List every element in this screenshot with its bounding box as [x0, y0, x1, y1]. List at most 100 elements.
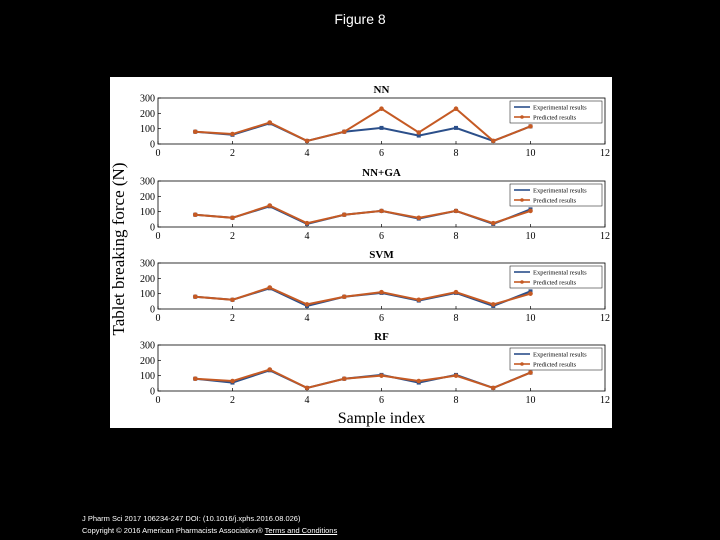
point-predicted [416, 215, 422, 221]
point-predicted [267, 285, 273, 290]
y-tick-label: 200 [140, 274, 155, 285]
point-experimental [454, 125, 458, 130]
legend-label: Experimental results [533, 105, 587, 112]
point-predicted [230, 297, 235, 303]
point-predicted [341, 376, 347, 382]
point-predicted [416, 130, 422, 135]
x-tick-label: 10 [526, 395, 536, 406]
y-tick-label: 100 [140, 207, 155, 218]
y-tick-label: 300 [140, 94, 155, 105]
x-tick-label: 6 [379, 231, 384, 242]
point-predicted [230, 131, 235, 137]
series-line-experimental [195, 205, 531, 225]
point-predicted [528, 124, 533, 129]
x-tick-label: 0 [156, 148, 161, 159]
legend-box [509, 347, 603, 371]
y-tick-label: 0 [150, 387, 155, 398]
point-predicted [230, 378, 235, 384]
point-predicted [453, 289, 459, 295]
y-tick-label: 0 [150, 223, 155, 234]
x-tick-label: 2 [230, 313, 235, 324]
point-experimental [379, 125, 384, 130]
y-tick-label: 100 [140, 371, 155, 382]
y-tick-label: 300 [140, 259, 155, 270]
x-tick-label: 2 [230, 148, 235, 159]
point-predicted [267, 120, 273, 125]
x-tick-label: 6 [379, 395, 384, 406]
x-tick-label: 4 [305, 395, 310, 406]
point-predicted [490, 302, 496, 307]
panel-title: NN [374, 84, 390, 96]
x-tick-label: 8 [454, 231, 459, 242]
series-line-experimental [195, 369, 531, 390]
x-tick-label: 12 [600, 313, 610, 324]
point-predicted [192, 129, 198, 135]
legend-marker-predicted [520, 280, 524, 284]
point-predicted [528, 208, 533, 214]
series-line-predicted [195, 204, 531, 225]
legend-label: Experimental results [533, 188, 587, 195]
x-tick-label: 0 [156, 313, 161, 324]
point-predicted [341, 212, 347, 218]
point-experimental [416, 133, 421, 138]
x-tick-label: 4 [305, 313, 310, 324]
point-predicted [453, 208, 459, 214]
y-tick-label: 200 [140, 192, 155, 203]
series-line-experimental [195, 287, 531, 307]
legend-label: Predicted results [533, 362, 577, 369]
figure-image: Tablet breaking force (N) Sample index NN 0… [110, 77, 612, 428]
x-tick-label: 12 [600, 395, 610, 406]
x-tick-label: 4 [305, 148, 310, 159]
y-tick-label: 0 [150, 140, 155, 151]
x-tick-label: 8 [454, 313, 459, 324]
point-predicted [304, 138, 310, 144]
y-tick-label: 300 [140, 341, 155, 352]
point-predicted [341, 129, 347, 135]
page-title: Figure 8 [334, 11, 386, 27]
y-tick-label: 200 [140, 109, 155, 120]
legend-label: Experimental results [533, 352, 587, 359]
x-tick-label: 10 [526, 231, 536, 242]
legend-label: Predicted results [533, 115, 577, 122]
x-tick-label: 12 [600, 231, 610, 242]
point-predicted [267, 367, 273, 372]
point-predicted [490, 220, 496, 226]
point-predicted [192, 212, 198, 218]
citation-text: J Pharm Sci 2017 106234-247 DOI: (10.101… [82, 514, 301, 523]
point-predicted [379, 373, 384, 378]
point-predicted [230, 215, 235, 221]
point-predicted [528, 370, 533, 375]
point-predicted [416, 297, 422, 303]
point-predicted [341, 294, 347, 300]
x-tick-label: 8 [454, 395, 459, 406]
legend-label: Experimental results [533, 270, 587, 277]
x-tick-label: 8 [454, 148, 459, 159]
point-predicted [379, 106, 384, 112]
point-predicted [192, 376, 198, 382]
legend-marker-predicted [520, 198, 524, 202]
point-experimental [528, 289, 533, 294]
y-tick-label: 0 [150, 305, 155, 316]
y-tick-label: 100 [140, 124, 155, 135]
point-predicted [379, 208, 384, 214]
copyright-text: Copyright © 2016 American Pharmacists As… [82, 526, 265, 535]
legend-box [509, 183, 603, 207]
point-predicted [416, 378, 422, 384]
footer: J Pharm Sci 2017 106234-247 DOI: (10.101… [82, 513, 337, 537]
x-tick-label: 10 [526, 313, 536, 324]
terms-link[interactable]: Terms and Conditions [264, 526, 338, 535]
series-line-predicted [195, 368, 531, 389]
line-chart: Tablet breaking force (N) Sample index NN 0… [110, 84, 610, 427]
point-predicted [304, 302, 310, 307]
legend-marker-predicted [520, 362, 524, 366]
x-tick-label: 10 [526, 148, 536, 159]
y-tick-label: 100 [140, 289, 155, 300]
x-tick-label: 4 [305, 231, 310, 242]
point-predicted [490, 385, 496, 391]
x-tick-label: 12 [600, 148, 610, 159]
point-predicted [304, 220, 310, 226]
point-predicted [267, 203, 273, 208]
legend-box [509, 100, 603, 124]
point-predicted [304, 385, 310, 391]
point-predicted [453, 106, 459, 112]
